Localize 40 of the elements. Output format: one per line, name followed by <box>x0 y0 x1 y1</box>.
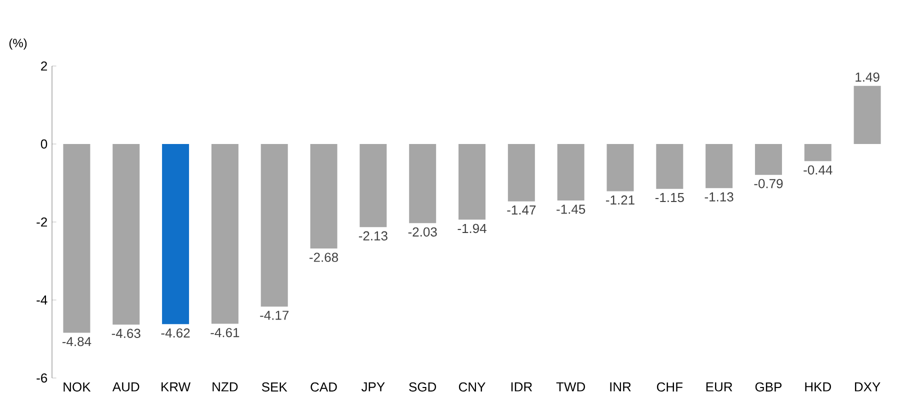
data-label: -0.79 <box>754 179 783 188</box>
x-tick-label: CAD <box>310 382 337 392</box>
data-label: -0.44 <box>804 165 832 175</box>
x-tick-label: SGD <box>409 382 436 392</box>
y-tick-label: 2 <box>41 61 47 71</box>
x-tick-label: INR <box>610 382 631 392</box>
y-tick-label: 0 <box>40 139 48 149</box>
data-label: -1.45 <box>556 204 586 214</box>
x-tick-label: NOK <box>64 382 91 392</box>
x-tick-label: CNY <box>458 382 486 392</box>
y-tick-label: -4 <box>36 296 48 304</box>
x-tick-label: EUR <box>706 382 732 392</box>
data-label: -1.47 <box>507 206 536 214</box>
y-axis-title: (%) <box>9 38 27 50</box>
x-tick-label: CHF <box>656 382 682 392</box>
x-tick-label: IDR <box>511 382 532 392</box>
data-label: -4.17 <box>260 310 289 320</box>
x-tick-label: HKD <box>805 382 831 392</box>
x-tick-label: DXY <box>855 382 880 392</box>
x-tick-label: SEK <box>262 382 288 392</box>
data-label: -1.15 <box>655 193 684 202</box>
data-label: -2.03 <box>408 227 437 237</box>
data-label: -4.84 <box>62 336 92 346</box>
y-tick-label: -6 <box>36 373 48 383</box>
data-label: 1.49 <box>856 72 880 82</box>
y-tick-label: -2 <box>36 217 47 227</box>
x-tick-label: KRW <box>162 382 191 392</box>
x-tick-label: NZD <box>212 382 238 392</box>
data-label: -2.68 <box>310 252 338 262</box>
x-tick-label: GBP <box>755 382 782 392</box>
data-label: -4.63 <box>112 328 140 338</box>
data-label: -4.61 <box>210 328 240 338</box>
x-tick-label: AUD <box>112 382 140 392</box>
data-label: -2.13 <box>358 231 388 240</box>
data-label: -1.94 <box>458 224 486 234</box>
data-label: -1.21 <box>606 195 634 204</box>
data-label: -1.13 <box>704 192 734 202</box>
x-tick-label: JPY <box>361 382 385 392</box>
x-tick-label: TWD <box>556 382 586 392</box>
data-label: -4.62 <box>161 328 190 338</box>
